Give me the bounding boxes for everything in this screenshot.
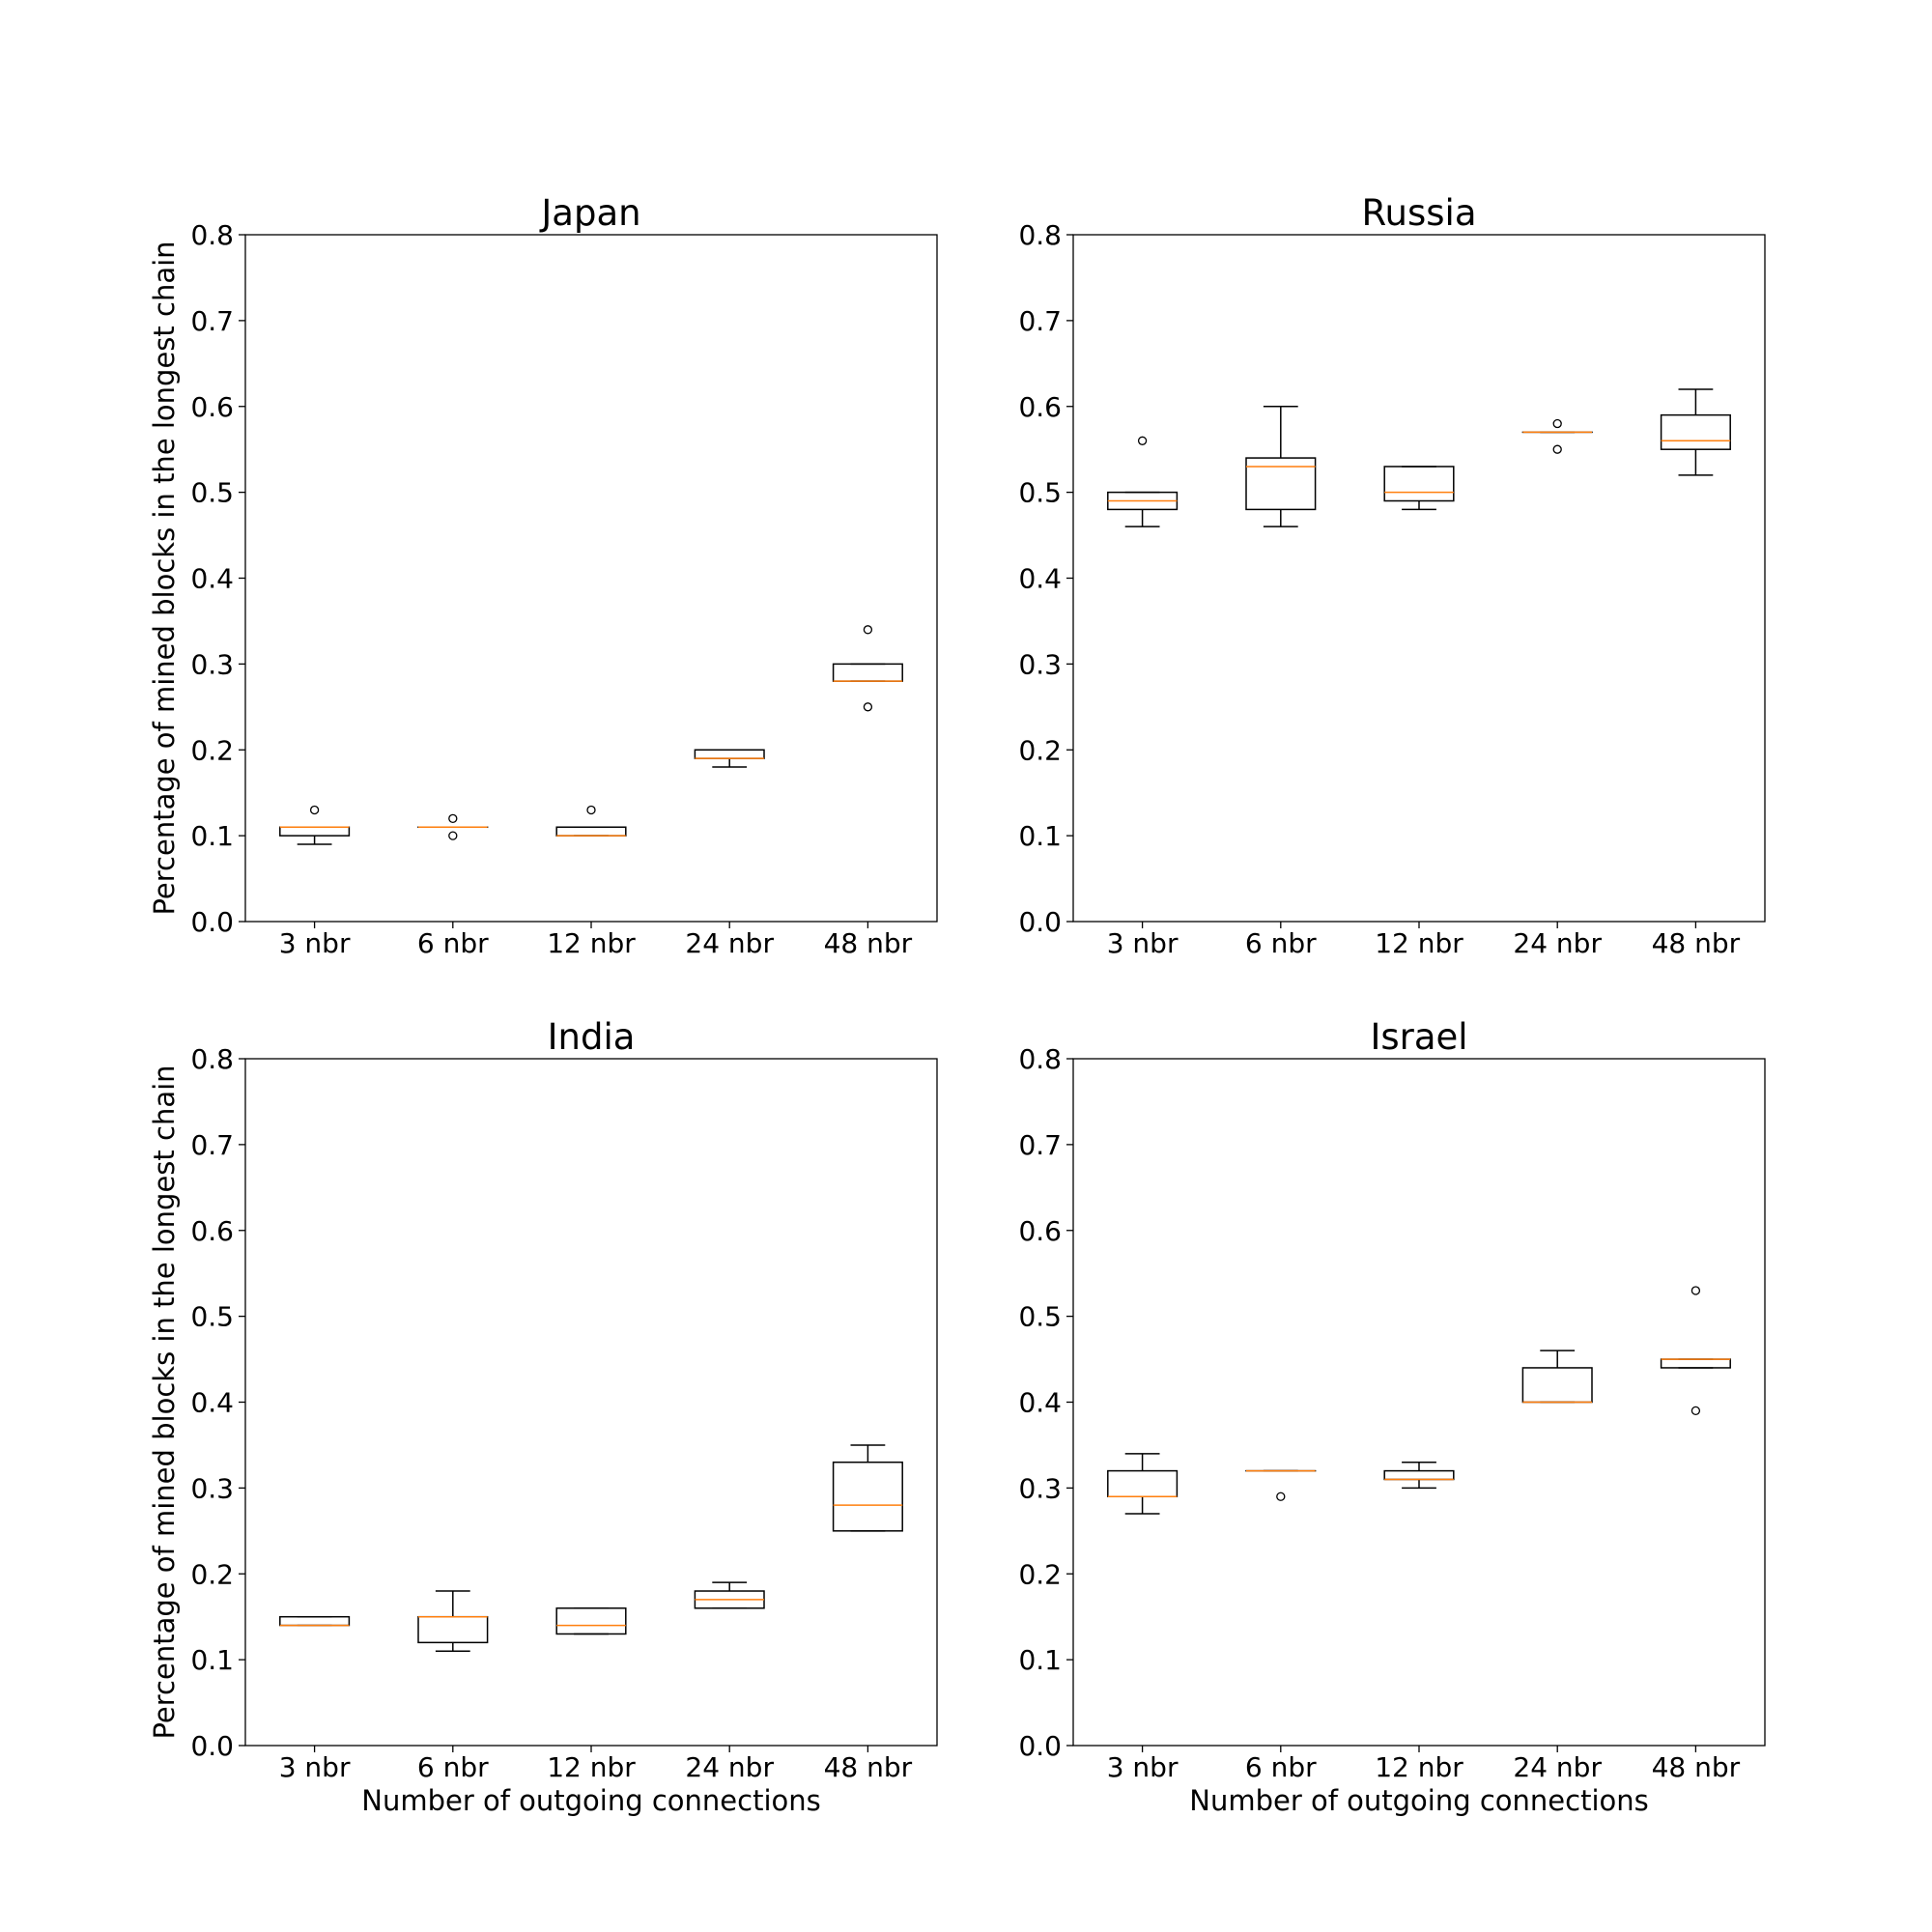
x-tick-label: 3 nbr <box>279 927 351 959</box>
y-tick-label: 0.2 <box>190 1558 234 1590</box>
x-tick-label: 12 nbr <box>547 927 636 959</box>
y-tick-label: 0.2 <box>190 734 234 766</box>
y-tick-label: 0.5 <box>190 477 234 509</box>
y-tick-label: 0.0 <box>190 906 234 938</box>
x-tick-label: 24 nbr <box>1513 927 1602 959</box>
axes-frame <box>1072 1058 1766 1747</box>
flier <box>1137 436 1148 445</box>
y-tick-label: 0.7 <box>1018 305 1062 337</box>
x-tick-label: 24 nbr <box>685 1751 774 1783</box>
y-tick-label: 0.6 <box>1018 391 1062 423</box>
panel-title: Israel <box>1370 1016 1467 1058</box>
panel-title: India <box>548 1016 636 1058</box>
flier <box>1552 418 1562 429</box>
y-tick-label: 0.4 <box>1018 563 1062 595</box>
y-tick-label: 0.5 <box>1018 477 1062 509</box>
box <box>555 1607 627 1635</box>
flier <box>309 805 320 815</box>
flier <box>863 702 873 712</box>
y-tick-label: 0.1 <box>1018 820 1062 852</box>
flier <box>1552 444 1562 454</box>
x-tick-label: 6 nbr <box>417 927 489 959</box>
y-tick-label: 0.6 <box>190 1215 234 1247</box>
y-tick-label: 0.5 <box>1018 1301 1062 1333</box>
x-tick-label: 3 nbr <box>279 1751 351 1783</box>
x-tick-label: 24 nbr <box>1513 1751 1602 1783</box>
y-tick-label: 0.3 <box>190 648 234 680</box>
y-axis-label: Percentage of mined blocks in the longes… <box>148 241 181 915</box>
y-tick-label: 0.4 <box>190 563 234 595</box>
x-tick-label: 12 nbr <box>1375 1751 1463 1783</box>
y-axis-label: Percentage of mined blocks in the longes… <box>148 1065 181 1739</box>
y-tick-label: 0.4 <box>1018 1387 1062 1419</box>
box <box>279 1615 351 1627</box>
box <box>1383 1469 1455 1481</box>
panel-title: Japan <box>539 192 640 234</box>
panel-title: Russia <box>1361 192 1476 234</box>
axes-frame <box>244 1058 938 1747</box>
x-tick-label: 12 nbr <box>1375 927 1463 959</box>
y-tick-label: 0.4 <box>190 1387 234 1419</box>
y-tick-label: 0.6 <box>190 391 234 423</box>
box <box>555 826 627 837</box>
x-tick-label: 3 nbr <box>1107 927 1179 959</box>
y-tick-label: 0.8 <box>1018 219 1062 251</box>
x-tick-label: 12 nbr <box>547 1751 636 1783</box>
y-tick-label: 0.3 <box>1018 1472 1062 1504</box>
x-axis-label: Number of outgoing connections <box>1189 1784 1648 1817</box>
x-tick-label: 48 nbr <box>824 1751 913 1783</box>
axes-frame <box>1072 234 1766 923</box>
y-tick-label: 0.7 <box>190 305 234 337</box>
box <box>1521 1367 1593 1404</box>
box <box>417 1615 489 1644</box>
y-tick-label: 0.3 <box>1018 648 1062 680</box>
y-tick-label: 0.2 <box>1018 734 1062 766</box>
box <box>1383 466 1455 502</box>
box <box>694 749 765 759</box>
x-tick-label: 6 nbr <box>1245 927 1317 959</box>
y-tick-label: 0.8 <box>190 1043 234 1075</box>
y-tick-label: 0.1 <box>190 820 234 852</box>
y-tick-label: 0.0 <box>190 1730 234 1762</box>
flier <box>1690 1286 1701 1295</box>
box <box>279 826 351 837</box>
box <box>832 663 903 682</box>
y-tick-label: 0.2 <box>1018 1558 1062 1590</box>
y-tick-label: 0.5 <box>190 1301 234 1333</box>
y-tick-label: 0.1 <box>190 1644 234 1676</box>
x-tick-label: 6 nbr <box>417 1751 489 1783</box>
x-tick-label: 6 nbr <box>1245 1751 1317 1783</box>
x-axis-label: Number of outgoing connections <box>361 1784 820 1817</box>
y-tick-label: 0.8 <box>1018 1043 1062 1075</box>
y-tick-label: 0.0 <box>1018 1730 1062 1762</box>
x-tick-label: 48 nbr <box>824 927 913 959</box>
y-tick-label: 0.0 <box>1018 906 1062 938</box>
y-tick-label: 0.1 <box>1018 1644 1062 1676</box>
flier <box>586 805 596 815</box>
x-tick-label: 24 nbr <box>685 927 774 959</box>
flier <box>863 625 873 635</box>
y-tick-label: 0.7 <box>190 1129 234 1161</box>
x-tick-label: 3 nbr <box>1107 1751 1179 1783</box>
flier <box>448 831 458 840</box>
box <box>1245 457 1317 511</box>
axes-frame <box>244 234 938 923</box>
flier <box>1690 1406 1701 1416</box>
box <box>1660 413 1731 450</box>
flier <box>448 813 458 823</box>
box <box>1660 1358 1731 1369</box>
y-tick-label: 0.6 <box>1018 1215 1062 1247</box>
box <box>1107 1469 1179 1498</box>
y-tick-label: 0.7 <box>1018 1129 1062 1161</box>
y-tick-label: 0.3 <box>190 1472 234 1504</box>
flier <box>1276 1492 1286 1501</box>
y-tick-label: 0.8 <box>190 219 234 251</box>
x-tick-label: 48 nbr <box>1652 927 1741 959</box>
x-tick-label: 48 nbr <box>1652 1751 1741 1783</box>
box <box>832 1461 903 1532</box>
